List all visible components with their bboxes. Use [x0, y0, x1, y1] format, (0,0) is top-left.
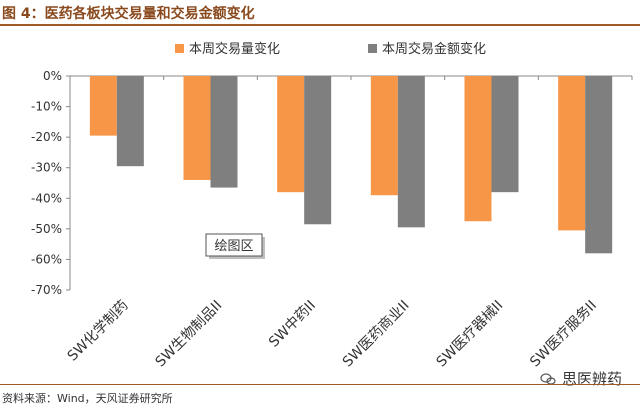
bar-amount — [210, 76, 238, 188]
legend-label: 本周交易量变化 — [189, 41, 280, 57]
y-tick-label: -20% — [31, 130, 62, 144]
bar-amount — [585, 76, 613, 254]
bar-chart: 本周交易量变化 本周交易金额变化 0% -10% -20% -30% -40% -50% -60… — [31, 41, 633, 371]
x-category-label: SW医疗服务II — [527, 298, 600, 371]
bar-volume — [558, 76, 586, 231]
y-tick-label: -30% — [31, 161, 62, 175]
bar-amount — [491, 76, 519, 193]
wechat-icon — [540, 372, 556, 385]
bar-volume — [370, 76, 398, 196]
watermark: 思医辨药 — [540, 368, 622, 389]
y-tick-label: -10% — [31, 100, 62, 114]
legend-swatch — [175, 44, 184, 53]
x-category-label: SW化学制药 — [65, 298, 132, 365]
bar-volume — [183, 76, 211, 180]
annotation-label: 绘图区 — [214, 239, 253, 254]
figure-title-bar: 图 4：医药各板块交易量和交易金额变化 — [0, 0, 640, 26]
y-tick-label: -60% — [31, 252, 62, 266]
bar-volume — [464, 76, 492, 222]
figure-title: 图 4：医药各板块交易量和交易金额变化 — [2, 6, 255, 22]
x-category-label: SW医药商业II — [340, 298, 413, 371]
x-category-label: SW医疗器械II — [433, 298, 506, 371]
x-category-label: SW生物制品II — [152, 298, 225, 371]
y-tick-label: 0% — [43, 69, 62, 83]
watermark-text: 思医辨药 — [561, 370, 622, 388]
source-note: 资料来源：Wind，天风证券研究所 — [2, 392, 173, 405]
bar-amount — [116, 76, 144, 167]
y-tick-label: -50% — [31, 222, 62, 236]
legend-label: 本周交易金额变化 — [382, 41, 486, 57]
legend-swatch — [368, 44, 377, 53]
y-tick-label: -40% — [31, 191, 62, 205]
bar-volume — [89, 76, 117, 136]
x-category-label: SW中药II — [266, 298, 319, 351]
bar-amount — [397, 76, 425, 228]
bar-amount — [304, 76, 332, 225]
source-bar: 资料来源：Wind，天风证券研究所 — [0, 384, 640, 409]
annotation-box — [205, 233, 263, 257]
bar-volume — [277, 76, 305, 193]
y-tick-label: -70% — [31, 283, 62, 297]
